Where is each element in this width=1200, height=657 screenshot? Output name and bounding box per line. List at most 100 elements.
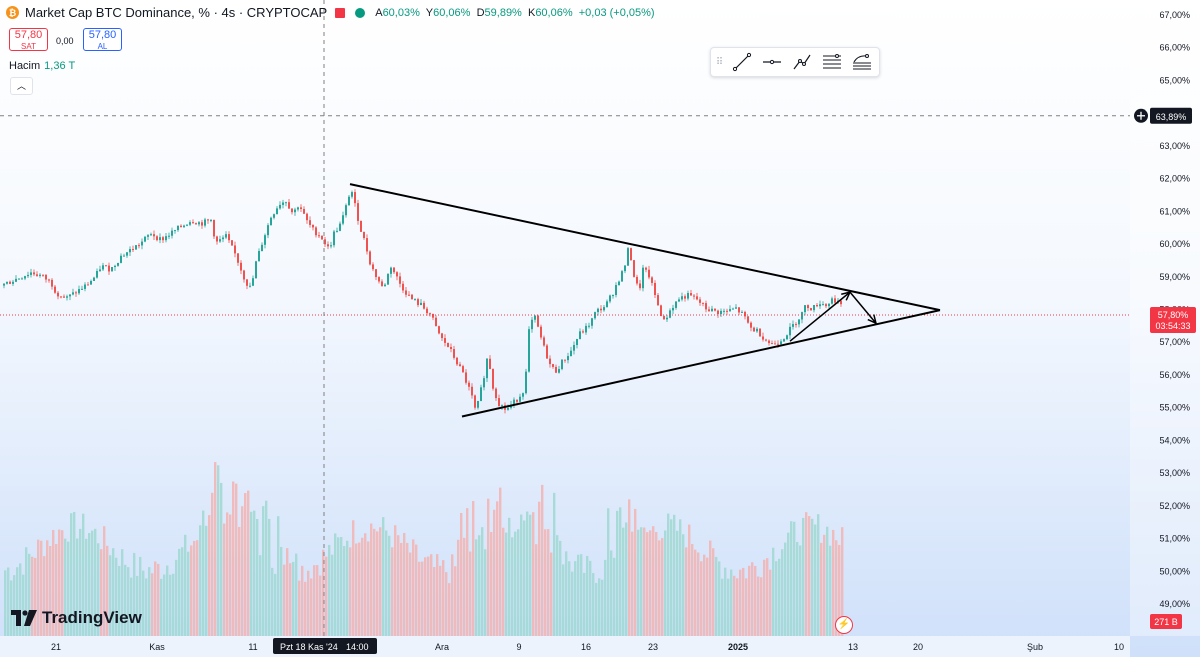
spread-value: 0,00	[56, 36, 74, 46]
candle-body	[666, 317, 668, 320]
open-value: 60,03%	[382, 6, 420, 19]
candle-body	[474, 395, 476, 408]
candle-body	[447, 342, 449, 347]
volume-bar	[151, 573, 154, 636]
candle-body	[51, 279, 53, 287]
candle-body	[582, 331, 584, 333]
candle-body	[705, 303, 707, 310]
crosshair-date-label: Pzt 18 Kas '24	[280, 642, 338, 652]
horizontal-line-icon[interactable]	[757, 49, 787, 75]
volume-bar	[637, 529, 640, 636]
candle-body	[657, 295, 659, 306]
volume-bar	[481, 527, 484, 636]
candle-body	[477, 400, 479, 408]
time-axis[interactable]: 21 Kas 11 Ara 9 16 23 2025 13 20 Şub 10	[0, 636, 1130, 657]
parallel-channel-icon[interactable]	[817, 49, 847, 75]
candle-body	[798, 319, 800, 325]
trend-line-icon[interactable]	[727, 49, 757, 75]
volume-bar	[292, 561, 295, 636]
y-tick-label: 49,00%	[1159, 599, 1190, 609]
candle-body	[150, 234, 152, 236]
volume-bar	[322, 549, 325, 636]
volume-bar	[187, 551, 190, 636]
candle-body	[282, 202, 284, 205]
candle-body	[648, 269, 650, 278]
volume-legend[interactable]: Hacim 1,36 T	[9, 60, 75, 72]
sell-price: 57,80	[14, 29, 43, 41]
volume-bar	[163, 574, 166, 636]
volume-bar	[226, 512, 229, 636]
fib-icon[interactable]	[847, 49, 877, 75]
market-status-icon[interactable]	[355, 7, 366, 18]
candle-body	[630, 248, 632, 261]
volume-bar	[607, 508, 610, 636]
volume-bar	[502, 527, 505, 636]
volume-bar	[808, 516, 811, 636]
volume-bar	[733, 575, 736, 636]
candle-body	[633, 260, 635, 277]
buy-button[interactable]: 57,80 AL	[83, 28, 122, 51]
candle-body	[126, 252, 128, 256]
candle-body	[114, 265, 116, 268]
axis-badges: Pzt 18 Kas '24 14:00 63,89% 57,80%03:54:33 2…	[273, 107, 1196, 654]
chevron-up-icon[interactable]: ︿	[10, 77, 33, 95]
candle-body	[621, 271, 623, 282]
legend-header: ₿ Market Cap BTC Dominance, % · 4s · CRY…	[6, 5, 655, 20]
candle-body	[828, 303, 830, 307]
x-tick-label: 21	[51, 642, 61, 652]
volume-bar	[457, 539, 460, 636]
drag-handle-icon[interactable]: ⠿	[715, 56, 723, 68]
candle-body	[681, 296, 683, 300]
symbol-title[interactable]: Market Cap BTC Dominance, % · 4s · CRYPT…	[25, 5, 328, 20]
candle-body	[213, 219, 215, 237]
candle-body	[753, 327, 755, 332]
lightning-icon[interactable]: ⚡	[835, 616, 853, 634]
candle-body	[165, 236, 167, 241]
tradingview-logo[interactable]: TradingView	[11, 608, 142, 628]
volume-bar	[526, 511, 529, 636]
candle-body	[759, 328, 761, 337]
ray-icon[interactable]	[787, 49, 817, 75]
candle-body	[66, 296, 68, 298]
candle-body	[138, 245, 140, 247]
candle-body	[432, 313, 434, 318]
volume-bar	[472, 501, 475, 636]
volume-bar	[271, 567, 274, 636]
volume-bar	[385, 530, 388, 636]
candle-body	[609, 295, 611, 302]
volume-bar	[448, 583, 451, 636]
change-value: +0,03 (+0,05%)	[578, 6, 655, 19]
candle-body	[603, 307, 605, 311]
candle-body	[429, 313, 431, 315]
volume-bar	[766, 558, 769, 636]
x-tick-label: Şub	[1027, 642, 1043, 652]
sell-button[interactable]: 57,80 SAT	[9, 28, 48, 51]
candle-body	[465, 372, 467, 383]
volume-bar	[205, 525, 208, 636]
volume-bar	[166, 565, 169, 636]
candle-body	[675, 301, 677, 308]
flag-icon[interactable]	[335, 7, 346, 18]
candle-body	[660, 305, 662, 317]
volume-bar	[514, 531, 517, 636]
candle-body	[372, 264, 374, 270]
candle-body	[168, 235, 170, 237]
volume-bar	[115, 557, 118, 636]
volume-bar	[10, 580, 13, 636]
upper-trendline	[349, 183, 941, 312]
candle-body	[390, 267, 392, 274]
y-tick-label: 53,00%	[1159, 468, 1190, 478]
candle-body	[294, 209, 296, 213]
volume-bar	[154, 561, 157, 636]
volume-bar	[190, 545, 193, 636]
volume-bar	[418, 561, 421, 636]
volume-badge	[1150, 614, 1182, 629]
volume-bar	[511, 537, 514, 636]
volume-bar	[295, 553, 298, 636]
trend-drawings[interactable]	[349, 183, 941, 418]
candle-body	[540, 326, 542, 338]
volume-bar	[421, 561, 424, 636]
volume-bar	[280, 546, 283, 636]
volume-bar	[55, 543, 58, 636]
